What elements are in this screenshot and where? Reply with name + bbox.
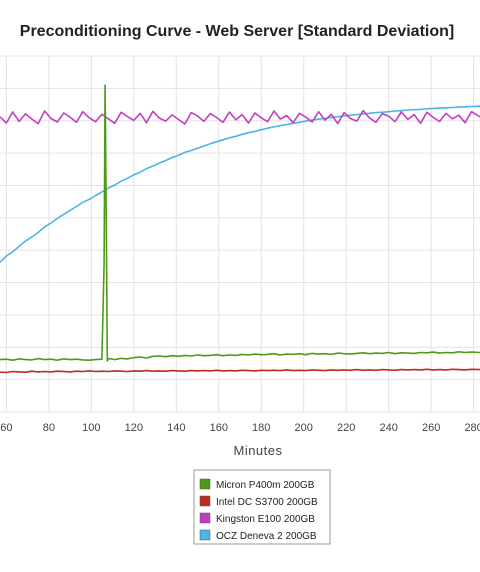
x-tick-label: 160 bbox=[210, 422, 228, 434]
x-tick-label: 80 bbox=[43, 422, 55, 434]
series-line-2 bbox=[0, 109, 480, 125]
legend-swatch bbox=[199, 512, 211, 524]
legend-swatch bbox=[199, 529, 211, 541]
legend-swatch bbox=[199, 495, 211, 507]
series-layer bbox=[0, 84, 480, 374]
legend-label: Intel DC S3700 200GB bbox=[216, 497, 318, 508]
legend-box bbox=[193, 469, 331, 545]
legend-swatch bbox=[199, 478, 211, 490]
legend-label: Kingston E100 200GB bbox=[216, 514, 315, 525]
x-tick-label: 60 bbox=[0, 422, 12, 434]
x-tick-label: 140 bbox=[167, 422, 185, 434]
series-line-0 bbox=[0, 84, 480, 362]
x-tick-label: 220 bbox=[337, 422, 355, 434]
x-tick-label: 180 bbox=[252, 422, 270, 434]
x-tick-label: 120 bbox=[125, 422, 143, 434]
series-line-3 bbox=[0, 105, 480, 263]
x-tick-label: 260 bbox=[422, 422, 440, 434]
x-tick-label: 240 bbox=[379, 422, 397, 434]
x-tick-label: 100 bbox=[82, 422, 100, 434]
legend-label: Micron P400m 200GB bbox=[216, 480, 315, 491]
legend-label: OCZ Deneva 2 200GB bbox=[216, 531, 317, 542]
x-tick-labels: 60 80 100 120 140 160 180 200 220 240 260 280 bbox=[0, 422, 480, 434]
legend: Micron P400m 200GB Intel DC S3700 200GB Ki… bbox=[193, 469, 331, 545]
x-axis-label: Minutes bbox=[233, 443, 282, 458]
x-tick-label: 200 bbox=[295, 422, 313, 434]
chart-title: Preconditioning Curve - Web Server [Stan… bbox=[20, 23, 454, 40]
x-tick-label: 280 bbox=[464, 422, 480, 434]
series-line-1 bbox=[0, 368, 480, 374]
